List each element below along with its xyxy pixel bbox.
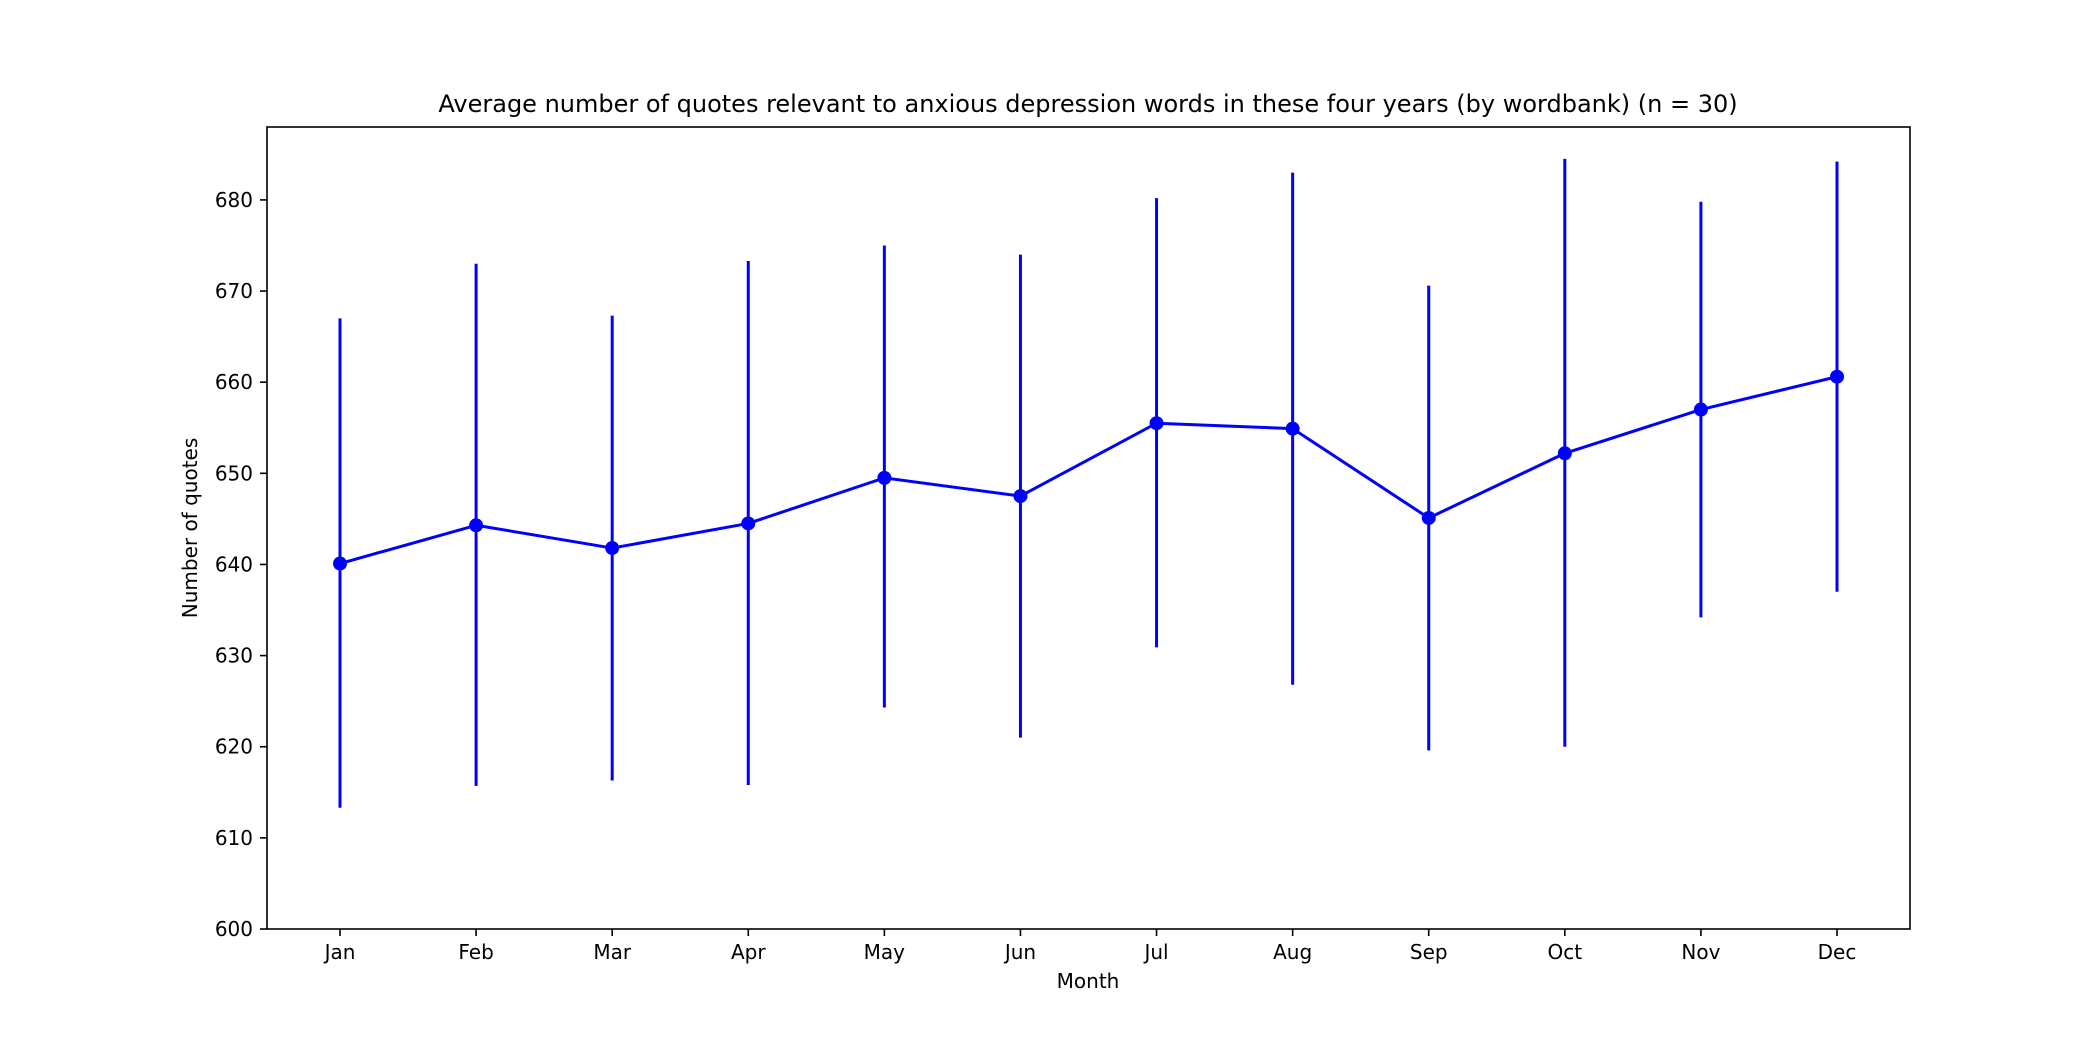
series-line (339, 375, 1838, 565)
y-tick-label: 680 (215, 188, 253, 212)
y-tick-label: 650 (215, 461, 253, 485)
x-tick-label: Mar (593, 940, 632, 964)
x-tick-label: Oct (1548, 940, 1583, 964)
data-point-feb (469, 518, 484, 533)
y-tick-label: 640 (215, 552, 253, 576)
y-axis: 600 610 620 630 640 650 660 670 680 (215, 188, 267, 941)
x-tick-label: Jan (323, 940, 356, 964)
series-line-group (339, 375, 1838, 565)
data-point-jan (333, 556, 347, 571)
x-tick-label: Dec (1818, 940, 1857, 964)
x-tick-label: Apr (731, 940, 766, 964)
x-tick-label: May (864, 940, 906, 964)
data-point-mar (605, 541, 620, 556)
y-axis-label: Number of quotes (178, 438, 202, 619)
data-point-jul (1149, 416, 1164, 431)
y-tick-label: 600 (215, 917, 253, 941)
chart-title: Average number of quotes relevant to anx… (438, 90, 1737, 118)
data-point-dec (1830, 369, 1844, 384)
x-tick-label: Jul (1142, 940, 1168, 964)
x-tick-label: Nov (1681, 940, 1720, 964)
data-point-may (877, 470, 892, 485)
plot-area-frame (266, 126, 1911, 930)
data-points (333, 369, 1844, 571)
data-point-nov (1693, 402, 1708, 417)
x-axis: Jan Feb Mar Apr May Jun Jul Aug Sep Oct Nov Dec (323, 929, 1857, 964)
data-point-jun (1013, 489, 1028, 504)
x-tick-label: Sep (1410, 940, 1448, 964)
x-tick-label: Aug (1273, 940, 1312, 964)
y-tick-label: 660 (215, 370, 253, 394)
y-tick-label: 630 (215, 644, 253, 668)
data-point-oct (1557, 446, 1572, 461)
y-tick-label: 670 (215, 279, 253, 303)
error-bars (338, 158, 1839, 808)
x-axis-label: Month (1057, 969, 1120, 993)
y-tick-label: 610 (215, 826, 253, 850)
x-tick-label: Feb (458, 940, 493, 964)
y-tick-label: 620 (215, 735, 253, 759)
x-tick-label: Jun (1003, 940, 1036, 964)
data-point-sep (1421, 510, 1436, 525)
data-point-aug (1285, 421, 1300, 436)
data-point-apr (741, 516, 756, 531)
